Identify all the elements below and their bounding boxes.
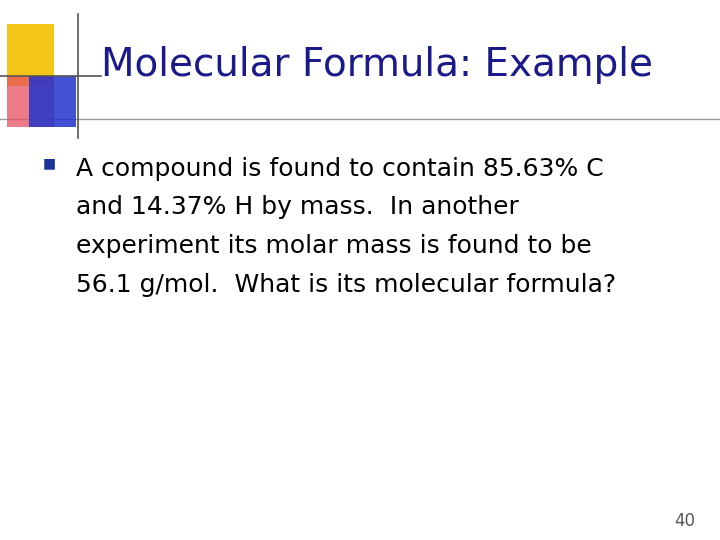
Text: 40: 40	[674, 512, 695, 530]
Text: and 14.37% H by mass.  In another: and 14.37% H by mass. In another	[76, 195, 518, 219]
Text: A compound is found to contain 85.63% C: A compound is found to contain 85.63% C	[76, 157, 603, 180]
Text: Molecular Formula: Example: Molecular Formula: Example	[101, 46, 653, 84]
Bar	[7, 76, 54, 127]
Text: experiment its molar mass is found to be: experiment its molar mass is found to be	[76, 234, 591, 258]
Text: ■: ■	[42, 157, 55, 171]
Bar	[7, 24, 54, 86]
Bar	[29, 76, 76, 127]
Text: 56.1 g/mol.  What is its molecular formula?: 56.1 g/mol. What is its molecular formul…	[76, 273, 616, 297]
